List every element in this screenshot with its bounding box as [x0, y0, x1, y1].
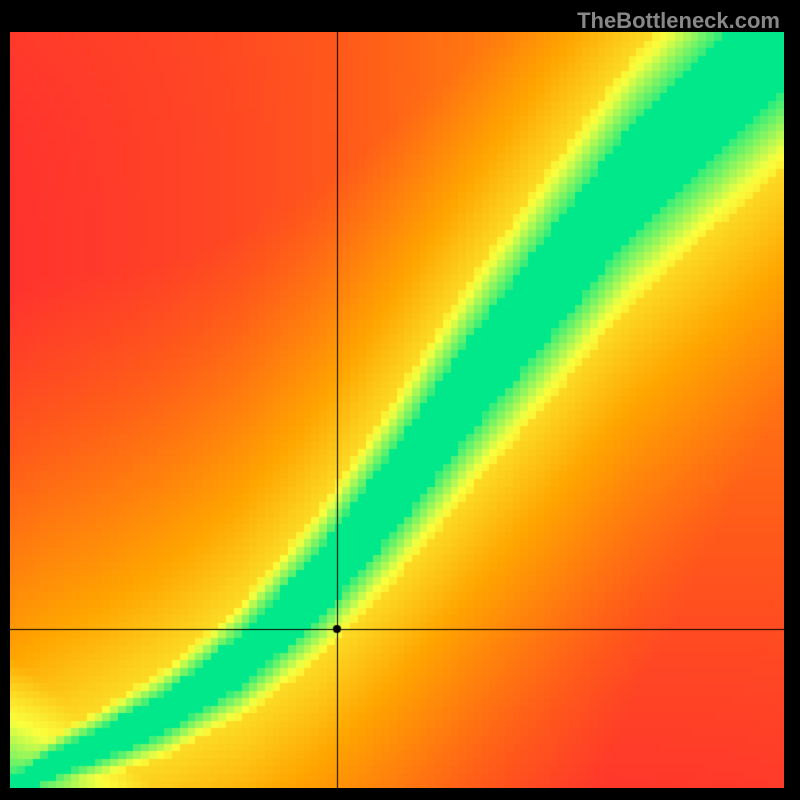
heatmap-canvas	[10, 32, 784, 788]
chart-container: TheBottleneck.com	[0, 0, 800, 800]
watermark-text: TheBottleneck.com	[577, 8, 780, 34]
